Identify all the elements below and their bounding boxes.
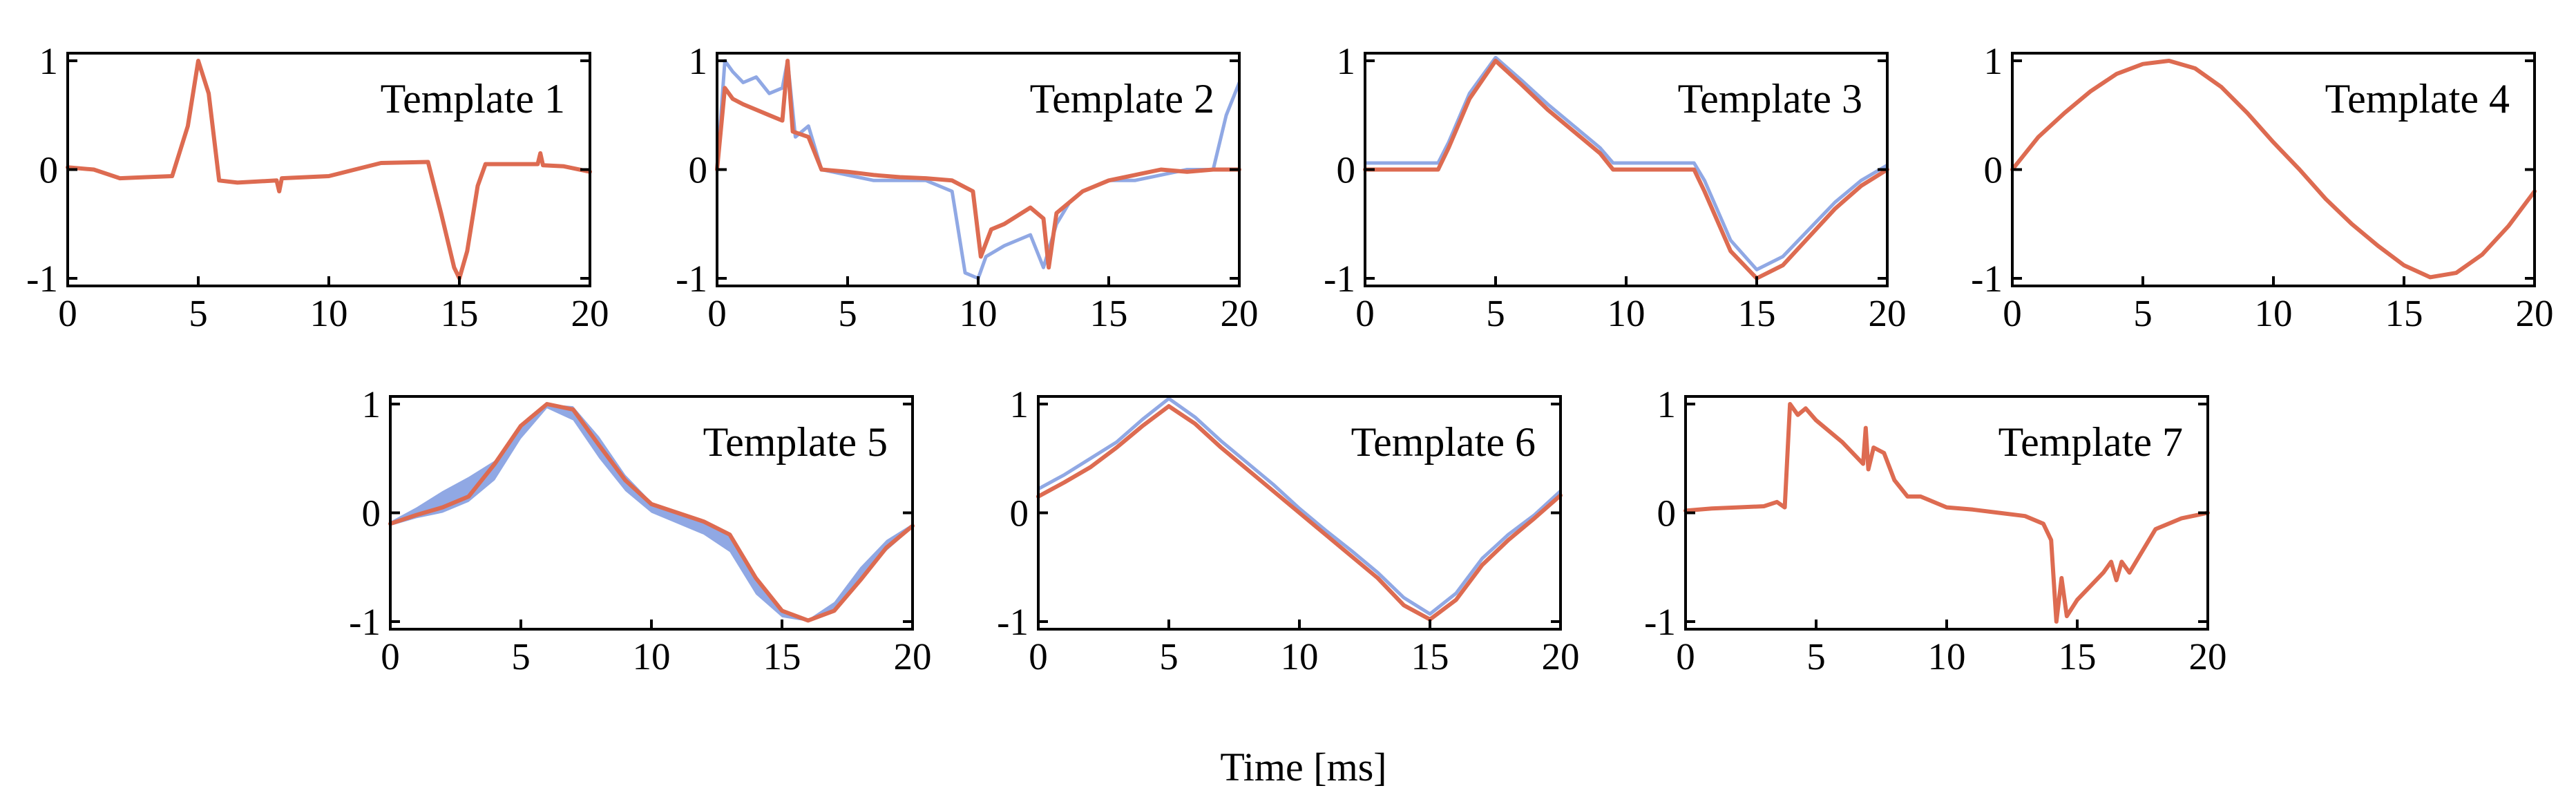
- x-tick-label: 20: [2189, 635, 2227, 678]
- x-tick-label: 10: [633, 635, 671, 678]
- y-tick-label: 1: [1337, 40, 1356, 82]
- x-tick-label: 20: [1869, 292, 1907, 334]
- x-tick-label: 15: [1090, 292, 1128, 334]
- variability-band: [390, 404, 913, 622]
- x-tick-label: 10: [2255, 292, 2293, 334]
- x-tick-label: 10: [310, 292, 348, 334]
- x-tick-label: 0: [2003, 292, 2022, 334]
- y-tick-label: 1: [1010, 383, 1029, 425]
- x-axis-title: Time [ms]: [1220, 745, 1386, 789]
- x-tick-label: 5: [189, 292, 208, 334]
- y-tick-label: -1: [349, 601, 381, 643]
- y-tick-label: 0: [39, 149, 59, 191]
- panel-title: Template 4: [2325, 76, 2510, 122]
- template-line: [66, 59, 592, 280]
- x-tick-label: 0: [1029, 635, 1048, 678]
- template-line: [1363, 59, 1889, 280]
- x-tick-label: 15: [1411, 635, 1449, 678]
- x-tick-label: 0: [381, 635, 400, 678]
- spread-line: [1365, 55, 1889, 271]
- y-tick-label: 1: [362, 383, 381, 425]
- x-tick-label: 5: [1486, 292, 1505, 334]
- x-tick-label: 20: [1542, 635, 1580, 678]
- y-tick-label: -1: [1324, 258, 1355, 300]
- y-tick-label: -1: [676, 258, 707, 300]
- x-tick-label: 20: [894, 635, 932, 678]
- y-tick-label: 0: [1337, 149, 1356, 191]
- x-tick-label: 0: [58, 292, 77, 334]
- x-tick-label: 10: [1928, 635, 1966, 678]
- panel-title: Template 7: [1998, 419, 2183, 465]
- template-line: [388, 402, 915, 623]
- x-tick-label: 5: [1806, 635, 1826, 678]
- panel-title: Template 6: [1351, 419, 1536, 465]
- x-tick-label: 20: [2516, 292, 2554, 334]
- y-tick-label: 1: [689, 40, 708, 82]
- x-tick-label: 20: [1221, 292, 1259, 334]
- x-tick-label: 5: [511, 635, 531, 678]
- panel-title: Template 1: [381, 76, 565, 122]
- spread-line: [1037, 396, 1562, 616]
- template-line: [715, 59, 1241, 270]
- y-tick-label: 1: [1657, 383, 1677, 425]
- template-line: [1036, 404, 1563, 622]
- x-tick-label: 20: [571, 292, 609, 334]
- x-tick-label: 10: [1607, 292, 1645, 334]
- x-tick-label: 15: [763, 635, 801, 678]
- x-tick-label: 5: [838, 292, 857, 334]
- y-tick-label: -1: [26, 258, 58, 300]
- y-tick-label: -1: [997, 601, 1029, 643]
- x-tick-label: 10: [1281, 635, 1319, 678]
- y-tick-label: 1: [39, 40, 59, 82]
- panel-title: Template 3: [1678, 76, 1862, 122]
- x-tick-label: 0: [1676, 635, 1695, 678]
- panel-title: Template 5: [703, 419, 888, 465]
- panel-title: Template 2: [1030, 76, 1214, 122]
- y-tick-label: 0: [1010, 492, 1029, 535]
- y-tick-label: 0: [1984, 149, 2003, 191]
- x-tick-label: 0: [707, 292, 727, 334]
- x-tick-label: 10: [960, 292, 998, 334]
- x-tick-label: 15: [2059, 635, 2097, 678]
- x-tick-label: 0: [1355, 292, 1375, 334]
- x-tick-label: 15: [441, 292, 479, 334]
- y-tick-label: 0: [362, 492, 381, 535]
- x-tick-label: 5: [1159, 635, 1179, 678]
- template-line: [1683, 402, 2210, 624]
- x-tick-label: 15: [1738, 292, 1776, 334]
- y-tick-label: 1: [1984, 40, 2003, 82]
- y-tick-label: 0: [1657, 492, 1677, 535]
- x-tick-label: 5: [2133, 292, 2153, 334]
- y-tick-label: -1: [1644, 601, 1676, 643]
- y-tick-label: 0: [689, 149, 708, 191]
- template-line: [2010, 59, 2537, 280]
- x-tick-label: 15: [2385, 292, 2423, 334]
- spread-line: [715, 59, 1241, 280]
- y-tick-label: -1: [1971, 258, 2003, 300]
